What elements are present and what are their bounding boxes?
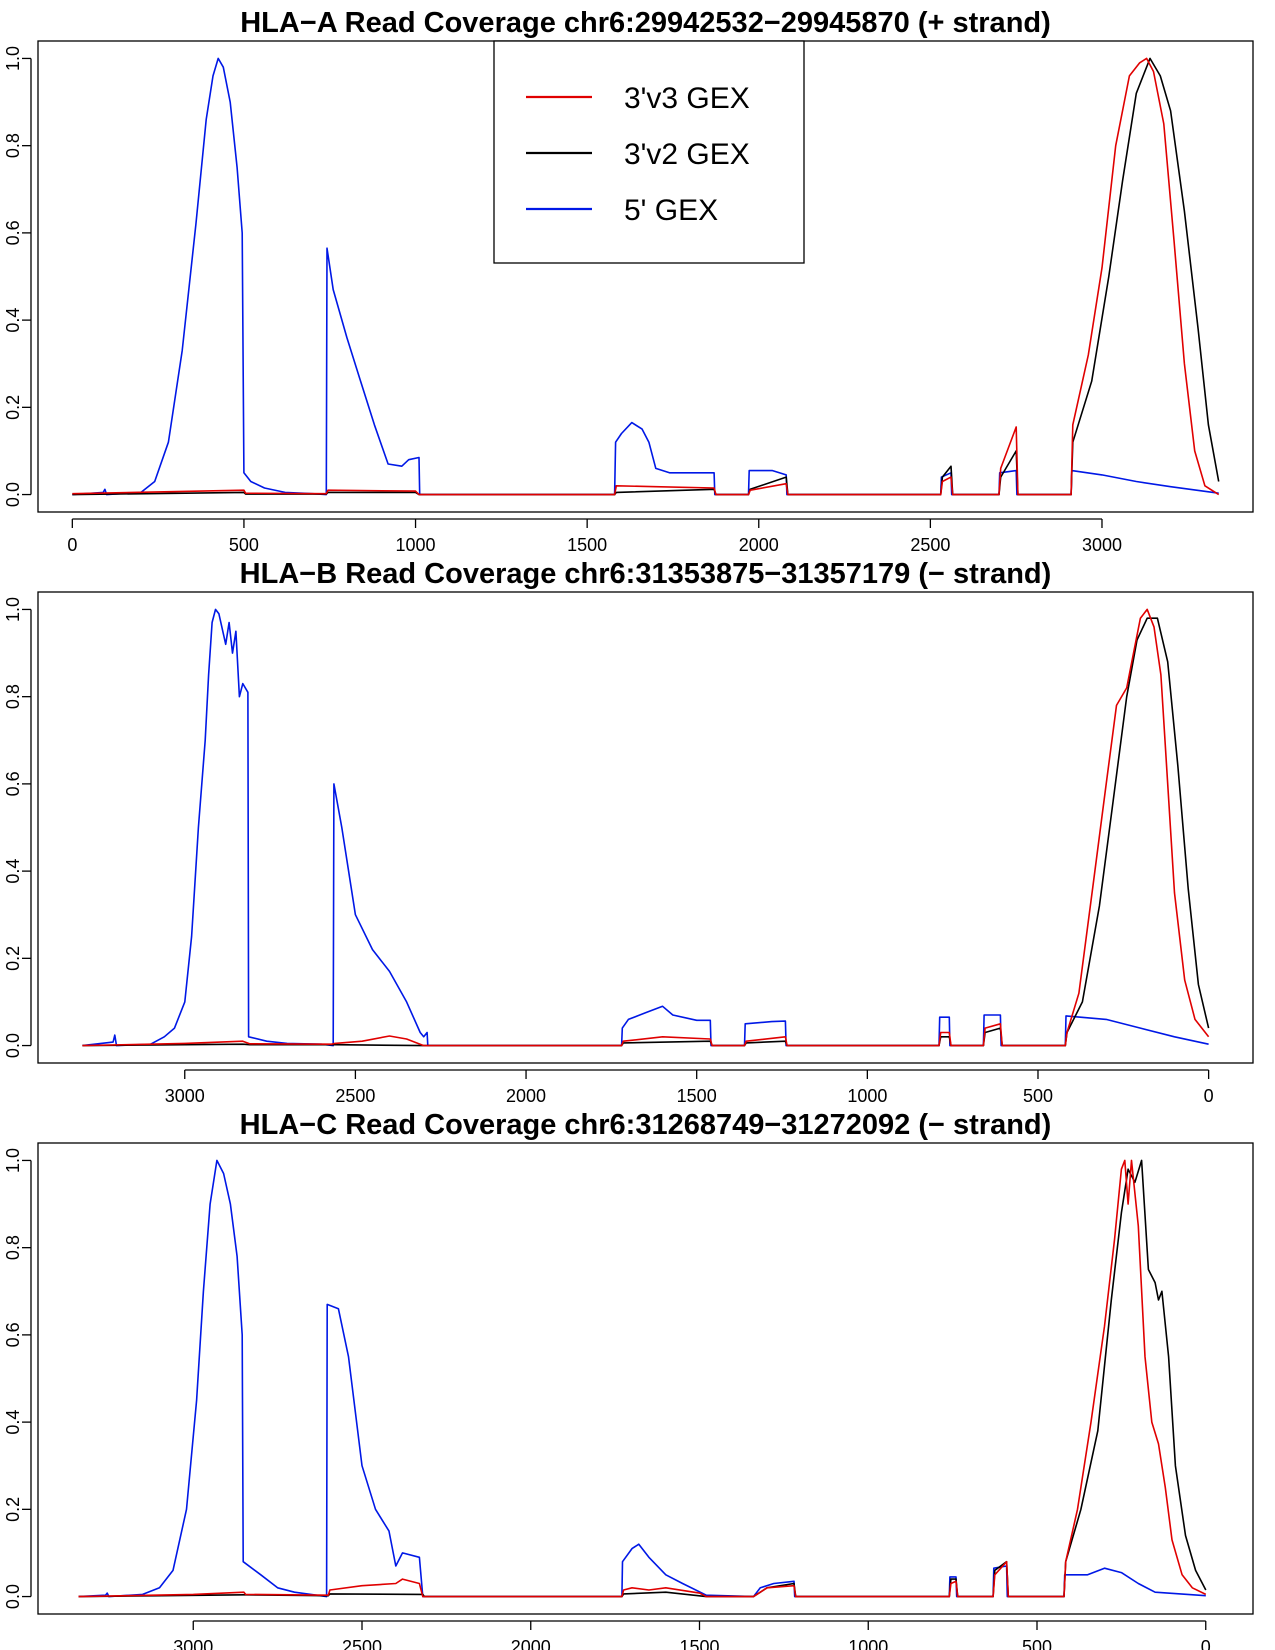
hla-a-title: HLA−A Read Coverage chr6:29942532−299458… xyxy=(240,7,1051,39)
hla-b-plot-frame xyxy=(37,591,1254,1064)
hla-b-y-tick-label: 0.6 xyxy=(3,771,23,796)
legend-label-5-gex: 5' GEX xyxy=(624,194,718,227)
hla-a-y-tick-label: 0.4 xyxy=(3,308,23,333)
hla-c-y-tick-label: 0.4 xyxy=(3,1410,23,1435)
hla-a-x-tick-label: 2000 xyxy=(739,535,779,555)
hla-c-x-tick-label: 2500 xyxy=(342,1637,382,1650)
hla-c-y-tick-label: 0.2 xyxy=(3,1497,23,1522)
hla-a-x-tick-label: 1000 xyxy=(396,535,436,555)
hla-a-y-tick-label: 0.8 xyxy=(3,133,23,158)
legend-label-3-v3-gex: 3'v3 GEX xyxy=(624,82,750,115)
hla-c-series-3-v2-gex xyxy=(78,1159,1207,1598)
hla-b-y-tick-label: 0.4 xyxy=(3,859,23,884)
hla-c-x-tick-label: 1000 xyxy=(848,1637,888,1650)
hla-a-series-3-v3-gex xyxy=(72,57,1220,496)
hla-b-x-tick-label: 1500 xyxy=(677,1086,717,1106)
hla-b-series-3-v2-gex xyxy=(82,617,1210,1047)
hla-a-x-tick-label: 2500 xyxy=(910,535,950,555)
hla-a-x-tick-label: 3000 xyxy=(1082,535,1122,555)
hla-b-y-tick-label: 1.0 xyxy=(3,597,23,622)
hla-b-x-tick-label: 0 xyxy=(1204,1086,1214,1106)
hla-b-x-tick-label: 2000 xyxy=(506,1086,546,1106)
hla-a-panel: HLA−A Read Coverage chr6:29942532−299458… xyxy=(3,7,1254,555)
hla-c-x-tick-label: 1500 xyxy=(679,1637,719,1650)
hla-a-x-tick-label: 1500 xyxy=(567,535,607,555)
hla-c-panel: HLA−C Read Coverage chr6:31268749−312720… xyxy=(3,1109,1254,1650)
hla-c-x-tick-label: 3000 xyxy=(173,1637,213,1650)
hla-b-x-tick-label: 2500 xyxy=(335,1086,375,1106)
hla-b-y-tick-label: 0.2 xyxy=(3,946,23,971)
hla-b-title: HLA−B Read Coverage chr6:31353875−313571… xyxy=(240,558,1052,590)
hla-c-plot-frame xyxy=(37,1142,1254,1615)
hla-a-y-tick-label: 0.2 xyxy=(3,395,23,420)
hla-c-series-3-v3-gex xyxy=(78,1159,1207,1598)
hla-a-y-tick-label: 0.0 xyxy=(3,482,23,507)
hla-c-y-tick-label: 0.8 xyxy=(3,1235,23,1260)
hla-c-x-tick-label: 2000 xyxy=(511,1637,551,1650)
legend-label-3-v2-gex: 3'v2 GEX xyxy=(624,138,750,171)
hla-c-title: HLA−C Read Coverage chr6:31268749−312720… xyxy=(240,1109,1052,1141)
hla-b-series-5-gex xyxy=(82,608,1209,1047)
hla-b-y-tick-label: 0.8 xyxy=(3,684,23,709)
hla-c-y-tick-label: 1.0 xyxy=(3,1148,23,1173)
hla-a-y-tick-label: 0.6 xyxy=(3,220,23,245)
hla-b-panel: HLA−B Read Coverage chr6:31353875−313571… xyxy=(3,558,1254,1106)
hla-c-y-tick-label: 0.0 xyxy=(3,1584,23,1609)
hla-b-y-tick-label: 0.0 xyxy=(3,1033,23,1058)
hla-c-x-tick-label: 500 xyxy=(1022,1637,1052,1650)
legend: 3'v3 GEX 3'v2 GEX 5' GEX xyxy=(493,40,805,264)
hla-c-x-tick-label: 0 xyxy=(1201,1637,1211,1650)
hla-c-y-tick-label: 0.6 xyxy=(3,1322,23,1347)
hla-b-series-3-v3-gex xyxy=(82,608,1210,1047)
hla-a-x-tick-label: 500 xyxy=(229,535,259,555)
hla-b-x-tick-label: 3000 xyxy=(165,1086,205,1106)
hla-b-x-tick-label: 500 xyxy=(1023,1086,1053,1106)
hla-b-x-tick-label: 1000 xyxy=(847,1086,887,1106)
hla-c-series-5-gex xyxy=(78,1159,1206,1598)
hla-a-x-tick-label: 0 xyxy=(67,535,77,555)
hla-a-y-tick-label: 1.0 xyxy=(3,46,23,71)
